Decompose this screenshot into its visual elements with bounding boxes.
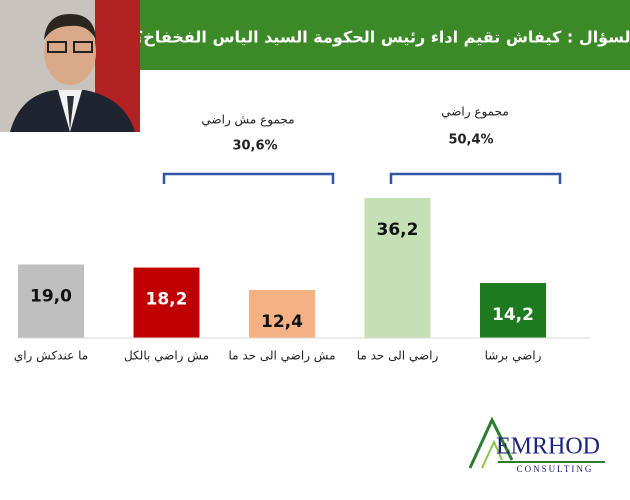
group-total: 50,4% xyxy=(448,133,493,148)
value-label: 12,4 xyxy=(261,312,303,332)
bar xyxy=(364,197,431,338)
brackets xyxy=(162,172,562,184)
logo-subtitle: CONSULTING xyxy=(517,464,594,474)
logo-name: EMRHOD xyxy=(496,434,600,460)
group-label: مجموع راضي xyxy=(441,105,509,120)
value-label: 19,0 xyxy=(30,286,72,306)
chart-title: السؤال : كيفاش تقيم اداء رئيس الحكومة ال… xyxy=(134,28,630,47)
category-label: ما عندكش راي xyxy=(14,349,88,364)
category-label: راضي الى حد ما xyxy=(357,349,439,364)
bar xyxy=(18,264,84,338)
value-label: 18,2 xyxy=(146,290,188,310)
group-total: 30,6% xyxy=(232,139,277,154)
category-label: مش راضي بالكل xyxy=(124,349,209,364)
value-label: 36,2 xyxy=(377,220,419,240)
bar xyxy=(480,283,546,338)
photo xyxy=(0,0,140,132)
group-label: مجموع مش راضي xyxy=(201,113,294,128)
category-label: مش راضي الى حد ما xyxy=(228,349,335,364)
logo: EMRHOD CONSULTING xyxy=(468,416,605,474)
category-label: راضي برشا xyxy=(485,349,542,364)
title-bar xyxy=(140,0,630,70)
bar xyxy=(133,267,200,338)
value-label: 14,2 xyxy=(492,305,534,325)
bar xyxy=(249,290,315,338)
